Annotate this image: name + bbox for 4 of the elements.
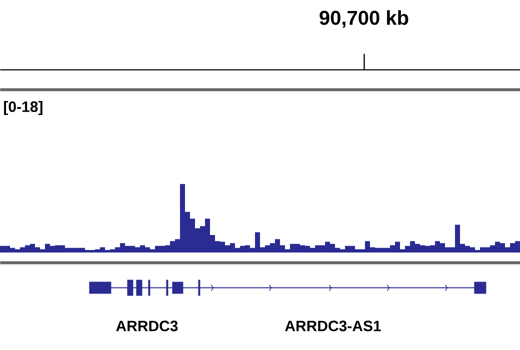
text: ARRDC3	[116, 320, 178, 332]
text: 90,700 kb	[320, 10, 408, 28]
text: ARRDC3-AS1	[285, 320, 381, 332]
text: [0-18]	[4, 101, 42, 115]
